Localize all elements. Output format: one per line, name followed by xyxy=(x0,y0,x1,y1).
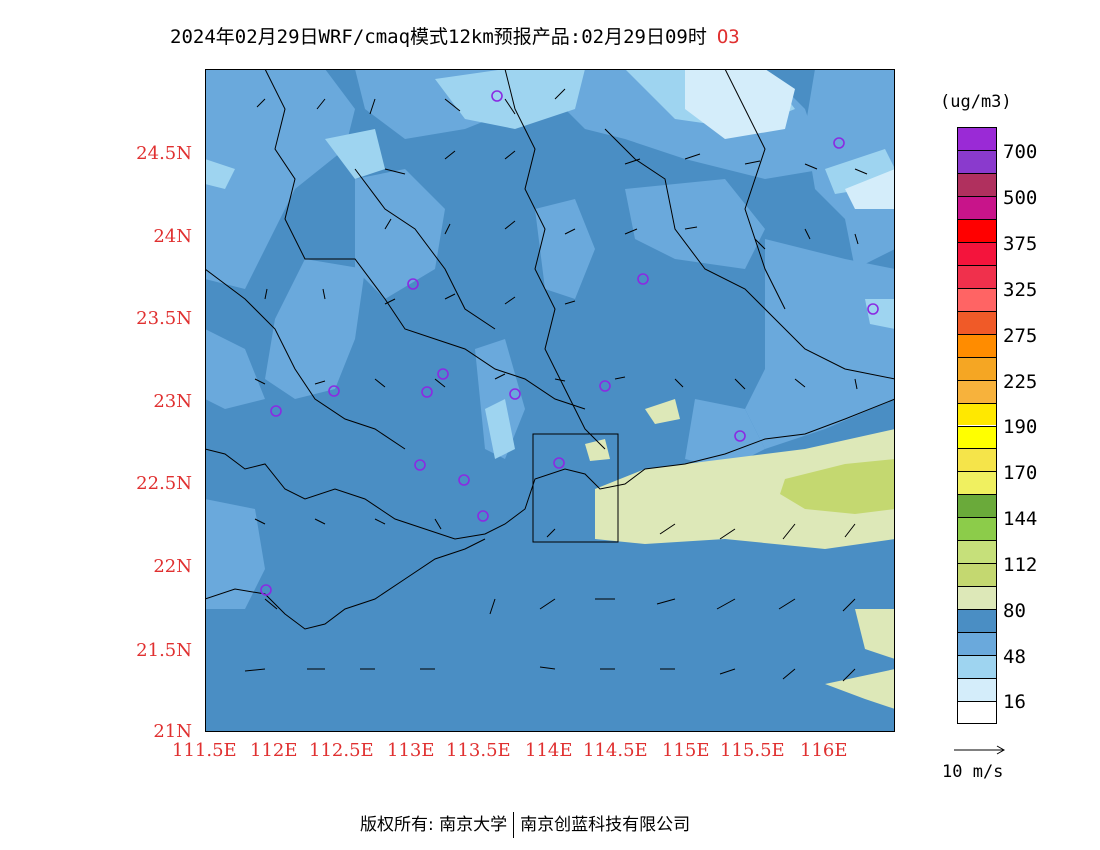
legend-swatch xyxy=(957,563,997,587)
wind-reference-arrow xyxy=(954,745,1006,755)
wind-vectors xyxy=(244,88,868,682)
legend-swatch xyxy=(957,471,997,495)
concentration-band-112-144 xyxy=(780,459,895,514)
legend-swatch xyxy=(957,218,997,242)
lon-label: 116E xyxy=(800,740,848,761)
lon-label: 113.5E xyxy=(446,740,511,761)
station-marker xyxy=(477,510,489,522)
wind-reference-label: 10 m/s xyxy=(942,762,1004,782)
station-marker xyxy=(734,430,746,442)
station-marker xyxy=(553,457,565,469)
lon-label: 114.5E xyxy=(583,740,648,761)
lat-label: 23N xyxy=(153,391,192,412)
station-marker xyxy=(437,368,449,380)
legend-swatch xyxy=(957,402,997,426)
legend-swatch xyxy=(957,678,997,702)
station-marker xyxy=(414,459,426,471)
legend-label: 170 xyxy=(1003,462,1038,484)
legend-swatch xyxy=(957,494,997,518)
footer-right: 南京创蓝科技有限公司 xyxy=(520,815,691,835)
monitoring-stations xyxy=(260,90,879,596)
station-marker xyxy=(407,278,419,290)
station-marker xyxy=(509,388,521,400)
legend-swatch xyxy=(957,632,997,656)
legend-swatch xyxy=(957,127,997,150)
station-marker xyxy=(833,137,845,149)
legend-label: 375 xyxy=(1003,233,1038,255)
station-marker xyxy=(260,584,272,596)
station-marker xyxy=(599,380,611,392)
legend-label: 325 xyxy=(1003,279,1038,301)
footer-left: 版权所有: 南京大学 xyxy=(360,815,508,835)
legend-label: 500 xyxy=(1003,187,1038,209)
legend-swatch xyxy=(957,540,997,564)
legend-label: 112 xyxy=(1003,554,1038,576)
legend-swatch xyxy=(957,448,997,472)
legend-label: 700 xyxy=(1003,141,1038,163)
legend-swatch xyxy=(957,379,997,403)
lat-label: 24.5N xyxy=(136,143,192,164)
concentration-band-0-16 xyxy=(685,69,895,209)
station-marker xyxy=(421,386,433,398)
lat-label: 24N xyxy=(153,226,192,247)
boundary-lines xyxy=(205,69,895,630)
legend-label: 275 xyxy=(1003,325,1038,347)
station-marker xyxy=(867,303,879,315)
legend-swatch xyxy=(957,172,997,196)
legend-swatch xyxy=(957,609,997,633)
legend-swatch xyxy=(957,310,997,334)
legend-swatch xyxy=(957,425,997,449)
lon-label: 113E xyxy=(387,740,435,761)
lat-label: 22.5N xyxy=(136,473,192,494)
lat-label: 21.5N xyxy=(136,640,192,661)
copyright-footer: 版权所有: 南京大学 南京创蓝科技有限公司 xyxy=(360,810,690,838)
lat-label: 23.5N xyxy=(136,308,192,329)
concentration-band-80-112 xyxy=(585,399,895,709)
map-title: 2024年02月29日WRF/cmaq模式12km预报产品:02月29日09时 O… xyxy=(170,22,740,49)
legend-swatch xyxy=(957,586,997,610)
station-marker xyxy=(458,474,470,486)
legend-swatch xyxy=(957,149,997,173)
legend-swatch xyxy=(957,356,997,380)
legend-label: 48 xyxy=(1003,646,1026,668)
lat-label: 22N xyxy=(153,556,192,577)
footer-divider xyxy=(513,812,515,838)
legend-swatch xyxy=(957,333,997,357)
legend-swatch xyxy=(957,264,997,288)
legend-label: 80 xyxy=(1003,600,1026,622)
legend-swatch xyxy=(957,241,997,265)
legend-label: 225 xyxy=(1003,371,1038,393)
legend-swatch xyxy=(957,517,997,541)
map-svg xyxy=(205,69,895,732)
legend-label: 16 xyxy=(1003,691,1026,713)
lon-label: 115.5E xyxy=(720,740,785,761)
title-species: O3 xyxy=(716,26,740,48)
legend-label: 144 xyxy=(1003,508,1038,530)
legend-unit: (ug/m3) xyxy=(940,92,1012,112)
lon-label: 114E xyxy=(525,740,573,761)
lat-label: 21N xyxy=(153,721,192,742)
lon-label: 111.5E xyxy=(172,740,237,761)
lon-label: 112E xyxy=(250,740,298,761)
station-marker xyxy=(491,90,503,102)
legend-swatch xyxy=(957,701,997,724)
lon-label: 112.5E xyxy=(309,740,374,761)
legend-swatch xyxy=(957,655,997,679)
map-border xyxy=(205,69,895,732)
legend-label: 190 xyxy=(1003,416,1038,438)
station-marker xyxy=(270,405,282,417)
station-marker xyxy=(328,385,340,397)
title-main: 2024年02月29日WRF/cmaq模式12km预报产品:02月29日09时 xyxy=(170,26,707,48)
lon-label: 115E xyxy=(662,740,710,761)
forecast-map xyxy=(205,69,895,732)
legend-swatch xyxy=(957,195,997,219)
station-marker xyxy=(637,273,649,285)
legend-swatch xyxy=(957,287,997,311)
